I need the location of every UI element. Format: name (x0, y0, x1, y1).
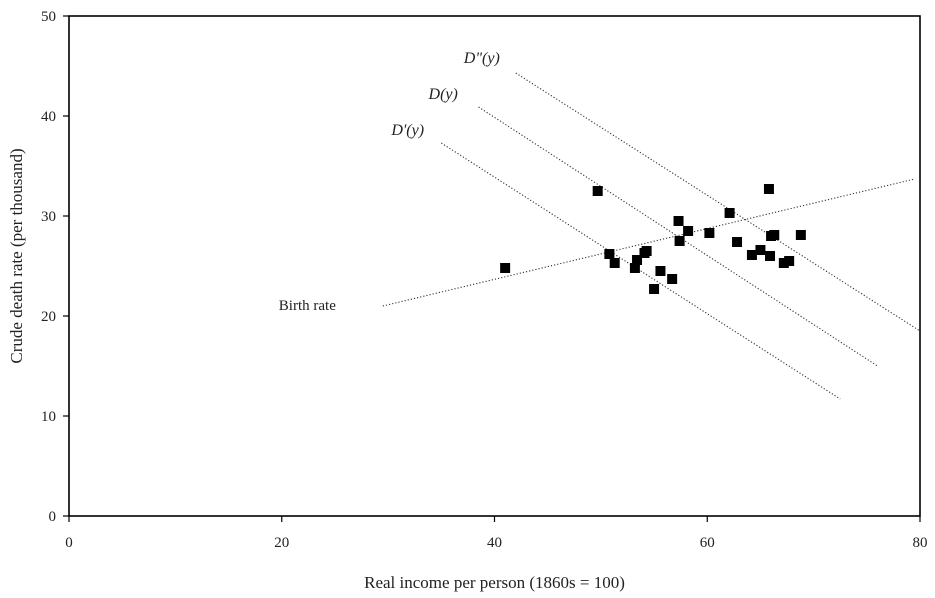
data-point (632, 255, 643, 265)
data-point (655, 266, 666, 276)
data-point (763, 184, 774, 194)
y-tick-label: 40 (41, 109, 56, 125)
reference-line-label: D'(y) (390, 122, 424, 139)
data-point (683, 226, 694, 236)
data-point (604, 249, 615, 259)
y-tick-label: 10 (41, 409, 56, 425)
data-point (609, 258, 620, 268)
reference-line-label: D(y) (428, 86, 458, 103)
x-tick-label: 0 (65, 535, 73, 551)
x-axis-title: Real income per person (1860s = 100) (364, 573, 625, 592)
x-tick-label: 40 (487, 535, 502, 551)
y-axis-title: Crude death rate (per thousand) (7, 148, 26, 363)
data-point (778, 258, 789, 268)
axis-ticks: 0 20 40 60 80 0 10 20 30 40 50 (41, 9, 928, 551)
data-point (667, 274, 678, 284)
data-point (746, 250, 757, 260)
y-tick-label: 50 (41, 9, 56, 25)
reference-line-label: D"(y) (463, 50, 500, 67)
reference-line (382, 178, 915, 307)
reference-line (515, 72, 921, 332)
reference-line (441, 142, 841, 400)
y-tick-label: 20 (41, 309, 56, 325)
data-points (500, 184, 806, 294)
data-point (765, 251, 776, 261)
data-point (724, 208, 735, 218)
y-tick-label: 30 (41, 209, 56, 225)
data-point (641, 246, 652, 256)
data-point (755, 245, 766, 255)
reference-lines: D"(y) D(y) D'(y) Birth rate (279, 50, 921, 400)
data-point (649, 284, 660, 294)
axis-labels: Real income per person (1860s = 100) Crud… (7, 148, 625, 592)
data-point (592, 186, 603, 196)
data-point (704, 228, 715, 238)
data-point (769, 230, 780, 240)
data-point (674, 236, 685, 246)
y-tick-label: 0 (49, 509, 57, 525)
data-point (784, 256, 795, 266)
data-point (500, 263, 511, 273)
x-tick-label: 80 (913, 535, 928, 551)
x-tick-label: 60 (700, 535, 715, 551)
data-point (629, 263, 640, 273)
data-point (732, 237, 743, 247)
data-point (795, 230, 806, 240)
reference-line-label: Birth rate (279, 298, 336, 314)
x-tick-label: 20 (274, 535, 289, 551)
data-point (673, 216, 684, 226)
